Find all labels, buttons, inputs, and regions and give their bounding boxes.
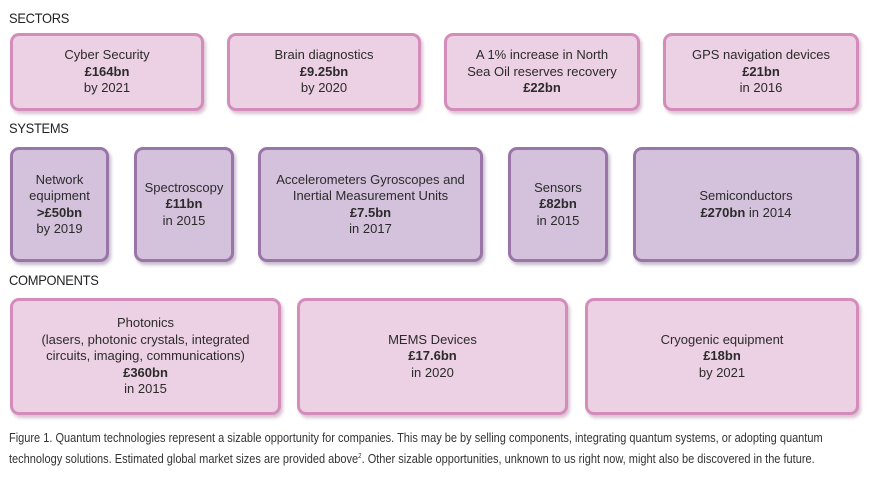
box-label: Cyber Security bbox=[64, 47, 150, 63]
sectors-heading: SECTORS bbox=[9, 10, 70, 26]
box-date: by 2019 bbox=[36, 221, 83, 236]
box-label: GPS navigation devices bbox=[691, 47, 831, 63]
box-label: Network bbox=[35, 171, 84, 187]
box-value: £21bn bbox=[742, 63, 780, 79]
sector-box-cyber-security: Cyber Security £164bn by 2021 bbox=[10, 33, 204, 111]
box-value: £82bn bbox=[539, 196, 577, 212]
box-value: £17.6bn bbox=[408, 348, 457, 364]
component-box-cryogenic-equipment: Cryogenic equipment £18bn by 2021 bbox=[585, 298, 859, 415]
components-heading: COMPONENTS bbox=[9, 272, 99, 288]
system-box-network-equipment: Network equipment >£50bn by 2019 bbox=[10, 147, 109, 262]
system-box-spectroscopy: Spectroscopy £11bn in 2015 bbox=[134, 147, 234, 262]
box-value: £360bn bbox=[123, 364, 168, 380]
box-label: Accelerometers Gyroscopes and bbox=[276, 171, 465, 187]
box-value: £9.25bn bbox=[299, 63, 349, 79]
box-label: Sea Oil reserves recovery bbox=[467, 63, 617, 79]
footnote-marker: 2 bbox=[358, 452, 362, 460]
component-box-photonics: Photonics (lasers, photonic crystals, in… bbox=[10, 298, 281, 415]
box-label: Brain diagnostics bbox=[274, 47, 374, 63]
caption-line-2: technology solutions. Estimated global m… bbox=[9, 449, 815, 470]
box-date: by 2021 bbox=[698, 364, 746, 380]
box-date: in 2015 bbox=[162, 212, 206, 228]
box-label: Semiconductors bbox=[699, 188, 793, 203]
box-label: equipment bbox=[29, 188, 90, 203]
sector-box-brain-diagnostics: Brain diagnostics £9.25bn by 2020 bbox=[227, 33, 421, 111]
box-label: Cryogenic equipment bbox=[660, 331, 784, 347]
box-label: (lasers, photonic crystals, integrated bbox=[41, 331, 250, 347]
box-value: >£50bn bbox=[36, 204, 83, 220]
box-date: by 2021 bbox=[83, 80, 131, 96]
system-box-sensors: Sensors £82bn in 2015 bbox=[508, 147, 608, 262]
box-value: £11bn bbox=[165, 196, 203, 212]
system-box-accelerometers: Accelerometers Gyroscopes and Inertial M… bbox=[258, 147, 483, 262]
caption-line-2-tail: . Other sizable opportunities, unknown t… bbox=[361, 452, 815, 466]
box-label: Inertial Measurement Units bbox=[292, 188, 449, 203]
caption-line-1: Figure 1. Quantum technologies represent… bbox=[9, 431, 823, 445]
caption-line-2-text: technology solutions. Estimated global m… bbox=[9, 452, 359, 466]
box-value: £270bn bbox=[700, 204, 746, 220]
component-box-mems-devices: MEMS Devices £17.6bn in 2020 bbox=[297, 298, 568, 415]
box-date: in 2014 bbox=[748, 204, 792, 220]
box-label: Photonics bbox=[116, 315, 175, 331]
box-date: in 2015 bbox=[536, 212, 580, 228]
box-label: MEMS Devices bbox=[388, 331, 477, 347]
figure-caption: Figure 1. Quantum technologies represent… bbox=[9, 428, 823, 470]
box-label: Spectroscopy bbox=[144, 179, 224, 195]
box-date: in 2017 bbox=[349, 221, 392, 236]
box-date: in 2015 bbox=[124, 381, 167, 397]
box-value: £7.5bn bbox=[349, 204, 392, 220]
sector-box-gps-navigation: GPS navigation devices £21bn in 2016 bbox=[663, 33, 859, 111]
box-label: Sensors bbox=[534, 179, 582, 195]
box-date: in 2016 bbox=[739, 80, 783, 96]
box-date: in 2020 bbox=[411, 364, 454, 380]
systems-heading: SYSTEMS bbox=[9, 120, 69, 136]
box-date: by 2020 bbox=[300, 80, 348, 96]
box-label: circuits, imaging, communications) bbox=[46, 348, 245, 364]
sector-box-north-sea-oil: A 1% increase in North Sea Oil reserves … bbox=[444, 33, 640, 111]
box-value: £164bn bbox=[84, 63, 130, 79]
box-value: £22bn bbox=[523, 80, 561, 96]
box-label: A 1% increase in North bbox=[475, 47, 609, 63]
box-value: £18bn bbox=[703, 348, 741, 364]
system-box-semiconductors: Semiconductors £270bn in 2014 bbox=[633, 147, 859, 262]
